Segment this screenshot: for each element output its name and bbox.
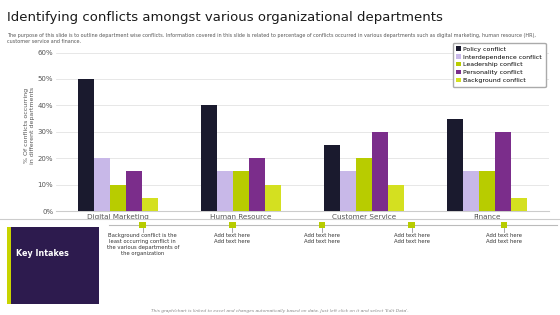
Bar [110,185,125,211]
Bar [372,132,388,211]
Bar [324,145,340,211]
Text: Key Intakes: Key Intakes [16,249,68,258]
Bar [125,171,142,211]
Bar [340,171,356,211]
Bar [249,158,265,211]
Text: The purpose of this slide is to outline department wise conflicts. Information c: The purpose of this slide is to outline … [7,33,535,44]
Text: Add text here
Add text here: Add text here Add text here [486,233,522,244]
Bar [200,106,217,211]
Bar [77,79,94,211]
Text: Background conflict is the
least occurring conflict in
the various departments o: Background conflict is the least occurri… [106,233,179,255]
Bar [479,171,495,211]
Text: Identifying conflicts amongst various organizational departments: Identifying conflicts amongst various or… [7,11,442,24]
Text: Add text here
Add text here: Add text here Add text here [214,233,250,244]
Bar [447,119,463,211]
Bar [388,185,404,211]
Bar [233,171,249,211]
Bar [495,132,511,211]
Legend: Policy conflict, Interdependence conflict, Leadership conflict, Personality conf: Policy conflict, Interdependence conflic… [452,43,545,87]
Bar [265,185,281,211]
Text: This graph/chart is linked to excel and changes automatically based on data. Jus: This graph/chart is linked to excel and … [151,309,409,313]
Bar [356,158,372,211]
Bar [142,198,158,211]
Bar [94,158,110,211]
Bar [511,198,527,211]
Text: Add text here
Add text here: Add text here Add text here [394,233,430,244]
Bar [217,171,233,211]
Bar [463,171,479,211]
Y-axis label: % Of conflicts occurring
in different departments: % Of conflicts occurring in different de… [24,87,35,164]
Text: Add text here
Add text here: Add text here Add text here [304,233,340,244]
